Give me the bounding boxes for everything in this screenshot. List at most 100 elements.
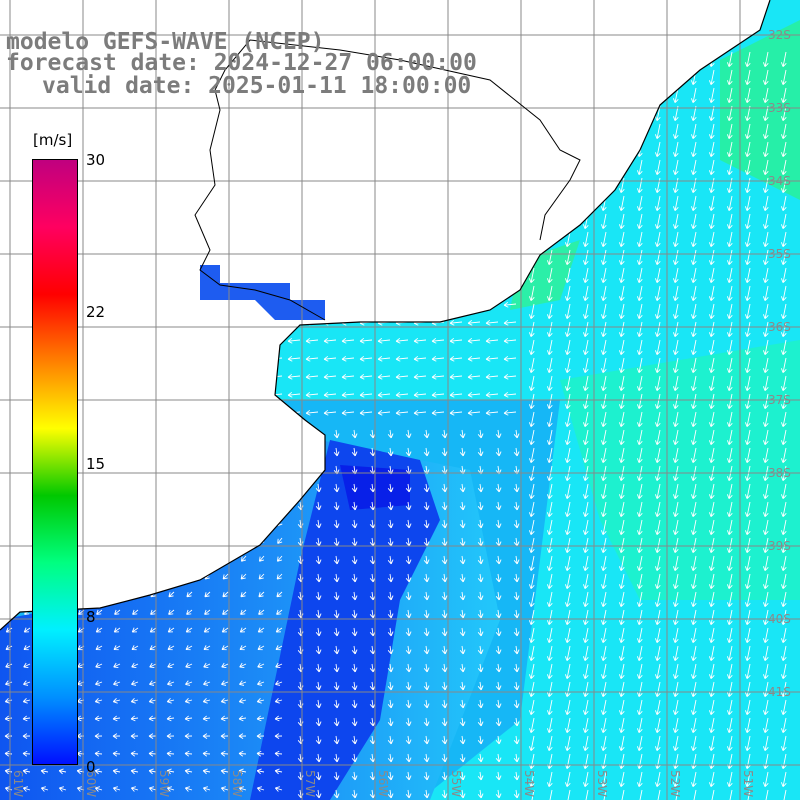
wind-arrow bbox=[95, 645, 103, 651]
wind-arrow bbox=[167, 662, 175, 668]
wind-arrow bbox=[395, 391, 409, 398]
wind-arrow bbox=[780, 87, 787, 104]
wind-arrow bbox=[762, 447, 769, 464]
wind-arrow bbox=[113, 645, 121, 651]
wind-arrow bbox=[582, 483, 589, 500]
wind-arrow bbox=[315, 609, 322, 619]
wind-arrow bbox=[166, 750, 175, 757]
wind-arrow bbox=[221, 627, 229, 633]
wind-arrow bbox=[726, 735, 733, 752]
wind-arrow bbox=[40, 768, 49, 775]
lat-label: 38S bbox=[768, 466, 791, 480]
wind-arrow bbox=[726, 645, 733, 662]
wind-arrow bbox=[185, 662, 193, 668]
wind-arrow bbox=[600, 519, 607, 536]
wind-arrow bbox=[333, 609, 340, 619]
wind-arrow bbox=[618, 681, 625, 698]
wind-arrow bbox=[744, 483, 751, 500]
wind-arrow bbox=[305, 409, 319, 416]
wind-arrow bbox=[672, 429, 679, 446]
wind-arrow bbox=[546, 447, 553, 464]
wind-arrow bbox=[600, 321, 607, 338]
wind-arrow bbox=[762, 681, 769, 698]
wind-arrow bbox=[600, 501, 607, 518]
wind-arrow bbox=[708, 483, 715, 500]
wind-arrow bbox=[387, 447, 394, 457]
lon-label: 60W bbox=[84, 770, 98, 797]
wind-arrow bbox=[708, 735, 715, 752]
wind-arrow bbox=[4, 697, 13, 704]
wind-arrow bbox=[636, 591, 643, 608]
wind-arrow bbox=[600, 627, 607, 644]
wind-arrow bbox=[477, 483, 484, 493]
wind-arrow bbox=[690, 393, 697, 410]
wind-arrow bbox=[351, 447, 358, 457]
wind-arrow bbox=[762, 519, 769, 536]
wind-arrow bbox=[780, 555, 787, 572]
wind-arrow bbox=[618, 231, 625, 248]
wind-arrow bbox=[240, 609, 247, 615]
colorbar-unit: [m/s] bbox=[33, 131, 73, 149]
wind-arrow bbox=[564, 231, 571, 248]
wind-arrow bbox=[22, 733, 31, 739]
wind-arrow bbox=[405, 771, 412, 781]
wind-arrow bbox=[744, 519, 751, 536]
wind-arrow bbox=[690, 645, 697, 662]
wind-arrow bbox=[477, 519, 484, 529]
wind-arrow bbox=[449, 373, 463, 380]
wind-arrow bbox=[359, 355, 373, 362]
wind-arrow bbox=[672, 501, 679, 518]
wind-arrow bbox=[277, 537, 283, 544]
wind-arrow bbox=[780, 285, 787, 302]
wind-arrow bbox=[744, 735, 751, 752]
wind-arrow bbox=[387, 591, 394, 601]
wind-arrow bbox=[333, 447, 340, 457]
wind-arrow bbox=[413, 355, 427, 362]
wind-arrow bbox=[546, 555, 553, 572]
wind-arrow bbox=[600, 483, 607, 500]
wind-arrow bbox=[708, 645, 715, 662]
wind-arrow bbox=[351, 663, 358, 673]
wind-arrow bbox=[387, 771, 394, 781]
wind-arrow bbox=[275, 645, 283, 651]
wind-arrow bbox=[780, 69, 787, 86]
wind-arrow bbox=[148, 697, 157, 704]
wind-arrow bbox=[564, 501, 571, 518]
wind-arrow bbox=[495, 483, 502, 493]
wind-arrow bbox=[690, 591, 697, 608]
wind-arrow bbox=[582, 519, 589, 536]
wind-arrow bbox=[690, 159, 697, 176]
wind-arrow bbox=[744, 321, 751, 338]
wind-arrow bbox=[166, 715, 175, 722]
wind-arrow bbox=[726, 771, 733, 788]
wind-arrow bbox=[333, 735, 340, 745]
wind-arrow bbox=[708, 357, 715, 374]
wind-arrow bbox=[744, 195, 751, 212]
lon-label: 53W bbox=[595, 770, 609, 797]
wind-arrow bbox=[113, 662, 121, 668]
wind-arrow bbox=[780, 771, 787, 788]
wind-arrow bbox=[528, 735, 535, 752]
wind-arrow bbox=[441, 771, 448, 781]
wind-arrow bbox=[654, 627, 661, 644]
wind-arrow bbox=[184, 768, 193, 775]
wind-arrow bbox=[148, 768, 157, 775]
wind-arrow bbox=[672, 573, 679, 590]
wind-arrow bbox=[387, 753, 394, 763]
lon-label: 52W bbox=[668, 770, 682, 797]
wind-arrow bbox=[726, 195, 733, 212]
wind-arrow bbox=[546, 681, 553, 698]
wind-arrow bbox=[315, 537, 322, 547]
wind-arrow bbox=[636, 627, 643, 644]
wind-arrow bbox=[726, 573, 733, 590]
wind-arrow bbox=[780, 375, 787, 392]
lon-label: 58W bbox=[230, 770, 244, 797]
wind-arrow bbox=[287, 337, 301, 344]
wind-arrow bbox=[780, 735, 787, 752]
wind-arrow bbox=[449, 337, 463, 344]
wind-arrow bbox=[459, 501, 466, 511]
wind-arrow bbox=[762, 537, 769, 554]
wind-arrow bbox=[654, 789, 661, 800]
wind-arrow bbox=[184, 786, 193, 792]
wind-arrow bbox=[564, 447, 571, 464]
